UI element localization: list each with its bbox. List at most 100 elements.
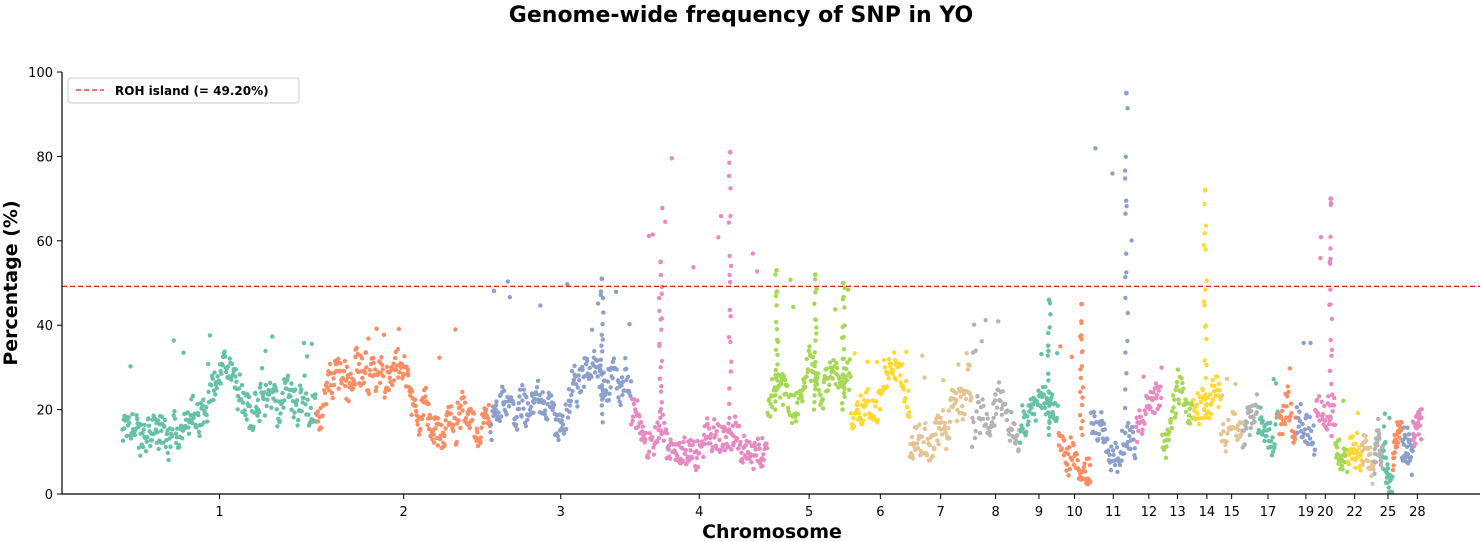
y-tick-label: 100 [28,66,53,81]
snp-point [142,422,147,428]
snp-point [1000,389,1005,394]
snp-point [985,416,990,421]
snp-point [802,380,807,385]
snp-point [1016,447,1021,452]
snp-point [1412,433,1418,438]
snp-point [247,403,253,409]
snp-point [449,404,454,409]
snp-point [419,416,425,422]
snp-point [1134,415,1139,420]
snp-point [1326,422,1332,427]
snp-point [262,390,267,395]
snp-point [1284,394,1290,399]
y-ticks: 0 20 40 60 80 100 [28,66,62,503]
snp-point [1368,451,1373,456]
snp-peak-point [1204,403,1209,408]
snp-peak-top [1079,301,1084,307]
snp-point [128,436,134,441]
snp-point [219,371,224,376]
snp-point [213,392,218,397]
snp-point [210,376,215,381]
snp-point [1318,255,1323,261]
snp-point [1117,462,1123,468]
snp-point [393,355,398,361]
snp-point [694,455,699,461]
snp-point [1392,455,1397,460]
snp-point [664,431,670,436]
snp-point [270,334,275,339]
snp-point [1100,436,1106,441]
snp-peak-point [1204,336,1209,342]
snp-point [941,378,946,383]
snp-point [716,235,721,240]
snp-point [146,423,152,428]
snp-point [619,375,625,380]
snp-point [973,348,978,353]
snp-point [309,341,314,347]
snp-point [936,442,941,447]
snp-point [341,369,347,374]
snp-point [1146,395,1151,400]
snp-peak-point [774,326,780,332]
snp-point [491,288,497,294]
snp-point [343,378,349,383]
snp-peak-point [773,407,778,412]
chromosome-16-points [1240,392,1261,450]
snp-point [413,408,419,414]
snp-point [628,379,634,384]
snp-point [633,409,638,415]
snp-point [1307,436,1313,441]
snp-point [575,385,580,390]
snp-point [1026,419,1031,424]
snp-point [338,361,343,366]
snp-point [650,232,655,237]
snp-point [1154,392,1160,398]
snp-peak-point [1079,364,1085,369]
snp-point [749,460,754,465]
snp-point [1106,448,1111,453]
snp-point [1101,421,1107,426]
snp-point [1119,458,1124,463]
snp-point [523,423,529,429]
snp-point [1087,463,1093,468]
snp-peak-point [600,295,606,301]
snp-point [617,399,622,404]
snp-point [717,437,722,443]
snp-point [551,402,557,408]
y-axis-label: Percentage (%) [0,200,22,365]
snp-peak-top [658,259,663,265]
snp-point [708,435,713,441]
snp-peak-point [599,332,604,338]
snp-peak-point [659,327,664,332]
snp-peak-point [840,407,845,412]
snp-point [463,416,469,421]
snp-point [164,431,170,437]
snp-point [1399,420,1404,425]
snp-point [1284,415,1289,420]
snp-point [740,460,745,465]
snp-point [455,400,460,405]
snp-point [396,326,401,332]
snp-point [682,435,687,440]
snp-point [185,410,190,415]
snp-point [409,389,415,394]
snp-point [1143,411,1148,417]
snp-point [846,371,852,376]
snp-point [560,413,565,419]
snp-point [294,402,299,407]
snp-point [1244,420,1250,425]
snp-point [1096,437,1101,442]
snp-point [244,417,249,422]
snp-peak-point [842,305,847,310]
snp-point [1058,344,1063,349]
snp-point [921,440,926,445]
snp-peak-point [727,253,732,259]
snp-point [503,399,508,404]
x-axis-label: Chromosome [702,521,842,541]
snp-point [952,401,958,406]
snp-point [971,419,976,425]
snp-point [1390,467,1396,473]
snp-peak-point [812,350,817,355]
snp-peak-point [773,367,778,373]
snp-point [1023,429,1029,435]
